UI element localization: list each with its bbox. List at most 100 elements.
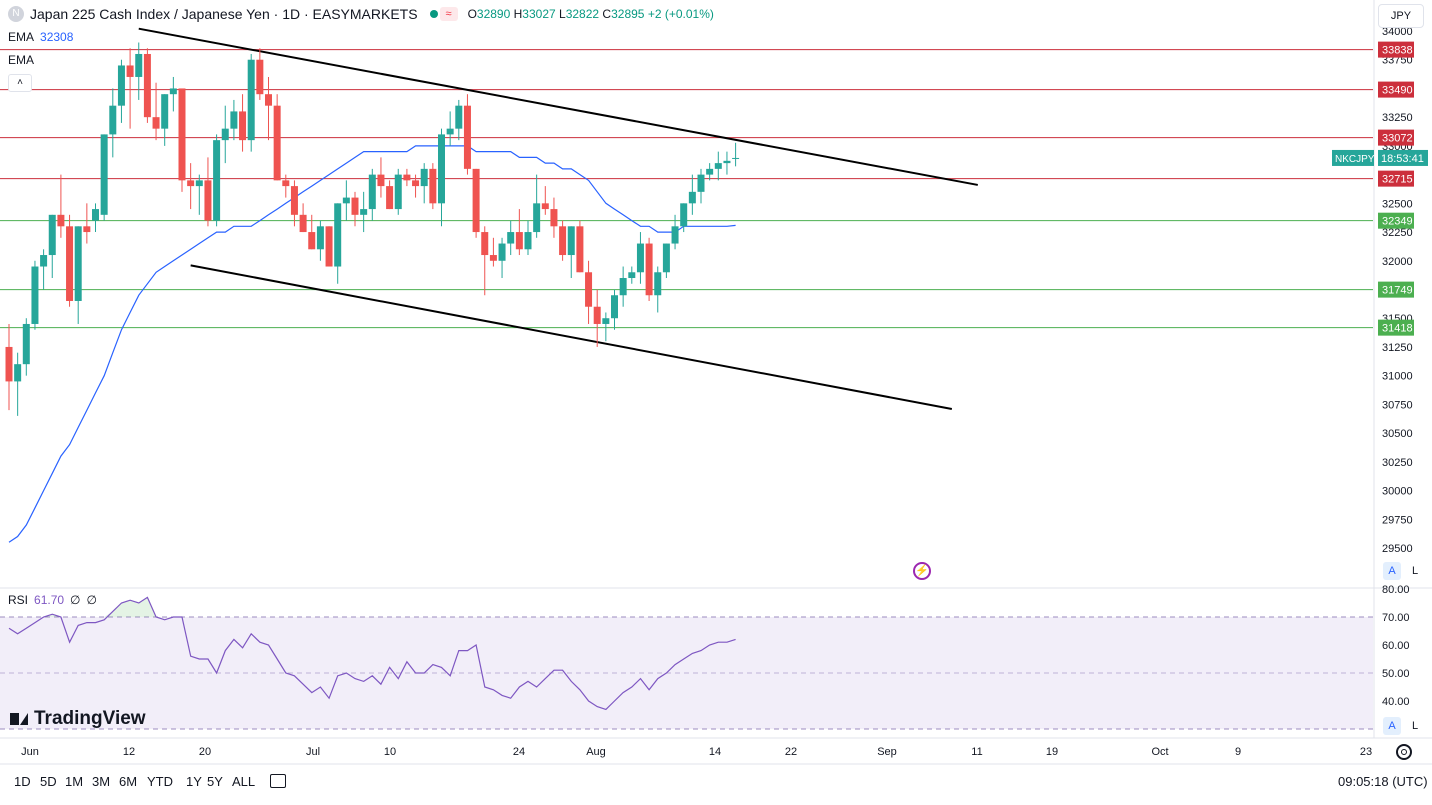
- candle-body: [688, 191, 696, 204]
- level-tag-bg: [1378, 41, 1414, 58]
- range-button-5d[interactable]: 5D: [40, 774, 57, 789]
- candle-body: [386, 186, 394, 210]
- high-label: H: [513, 7, 523, 21]
- tradingview-logo[interactable]: TradingView: [10, 708, 146, 730]
- ema-legend[interactable]: EMA 32308: [8, 30, 73, 44]
- collapse-legend-button[interactable]: ˄: [8, 74, 32, 92]
- candle-body: [420, 168, 428, 187]
- candle: [412, 174, 420, 198]
- rsi-extra-1: ∅: [70, 593, 81, 607]
- candle: [368, 168, 376, 221]
- countdown-bg: [1378, 149, 1428, 166]
- range-button-3m[interactable]: 3M: [92, 774, 111, 789]
- price-tick: 32000: [1382, 256, 1413, 268]
- candle: [706, 163, 714, 181]
- candle-body: [732, 157, 740, 159]
- low-value: 32822: [565, 7, 600, 21]
- candle-body: [213, 140, 221, 221]
- candle-body: [117, 65, 125, 106]
- rsi-extra-2: ∅: [86, 593, 97, 607]
- candle-body: [438, 134, 445, 204]
- candle: [593, 289, 601, 347]
- candle: [135, 42, 143, 100]
- range-button-5y[interactable]: 5Y: [207, 774, 223, 789]
- candle-body: [290, 186, 298, 215]
- open-label: O: [467, 7, 477, 21]
- tradingview-mark-icon: [10, 713, 28, 725]
- market-open-dot-icon: [429, 10, 438, 18]
- candle-body: [126, 65, 134, 77]
- rsi-legend[interactable]: RSI 61.70 ∅ ∅: [8, 593, 97, 607]
- symbol-tag: NKCJPY: [1335, 154, 1375, 165]
- time-label: 9: [1235, 746, 1241, 758]
- candle-body: [316, 226, 324, 250]
- rsi-label: RSI: [8, 593, 29, 607]
- range-button-all[interactable]: ALL: [232, 774, 256, 789]
- market-status-icon[interactable]: ≈: [429, 7, 458, 21]
- open-value: 32890: [476, 7, 511, 21]
- log-scale-button[interactable]: L: [1411, 565, 1419, 577]
- candle: [5, 323, 13, 411]
- candle: [455, 99, 463, 141]
- candle: [100, 134, 108, 221]
- candle: [386, 180, 394, 210]
- utc-clock[interactable]: 09:05:18 (UTC): [1338, 774, 1428, 789]
- candle: [394, 168, 402, 215]
- candle: [161, 94, 169, 146]
- candle-body: [671, 226, 679, 244]
- price-tick: 30000: [1382, 486, 1413, 498]
- rsi-tick: 50.00: [1382, 668, 1410, 680]
- candle-body: [611, 295, 618, 319]
- candle-body: [714, 163, 722, 169]
- ema2-label: EMA: [8, 53, 35, 67]
- chart-settings-icon[interactable]: [1396, 744, 1412, 760]
- candle-body: [377, 174, 385, 187]
- price-tick: 31000: [1382, 371, 1413, 383]
- candle: [541, 186, 549, 215]
- candle-body: [550, 209, 558, 227]
- time-label: 23: [1360, 746, 1372, 758]
- candle: [265, 76, 272, 141]
- candle: [654, 266, 662, 313]
- time-label: 12: [123, 746, 135, 758]
- candle-body: [394, 174, 402, 210]
- candle-body: [628, 272, 636, 279]
- candle-body: [152, 117, 160, 129]
- rsi-auto-scale-button[interactable]: A: [1383, 717, 1401, 735]
- range-button-1d[interactable]: 1D: [14, 774, 31, 789]
- level-tag-bg: [1378, 281, 1414, 298]
- candle-body: [533, 203, 541, 233]
- candle: [152, 82, 160, 141]
- candle-body: [446, 128, 454, 135]
- date-range-calendar-icon[interactable]: [270, 774, 286, 788]
- rsi-log-scale-button[interactable]: L: [1411, 720, 1419, 732]
- range-button-ytd[interactable]: YTD: [147, 774, 173, 789]
- lightning-icon[interactable]: ⚡: [913, 562, 931, 580]
- candle-body: [239, 111, 247, 141]
- candle-body: [585, 272, 593, 307]
- candle-body: [14, 364, 22, 382]
- candle: [117, 59, 125, 123]
- candle: [351, 191, 359, 227]
- candle-body: [256, 59, 264, 95]
- auto-scale-button[interactable]: A: [1383, 562, 1401, 580]
- range-button-1m[interactable]: 1M: [65, 774, 84, 789]
- time-label: Jul: [306, 746, 320, 758]
- candle-body: [22, 323, 30, 365]
- candle-body: [429, 168, 437, 204]
- symbol-title[interactable]: Japan 225 Cash Index / Japanese Yen · 1D…: [30, 6, 418, 22]
- candle-body: [195, 180, 203, 187]
- currency-selector[interactable]: JPY: [1378, 4, 1424, 28]
- candle-body: [342, 197, 350, 204]
- candle: [472, 168, 480, 238]
- candle: [732, 142, 740, 167]
- candle-body: [351, 197, 359, 215]
- candle: [178, 88, 186, 192]
- range-button-6m[interactable]: 6M: [119, 774, 138, 789]
- trendline-2: [190, 264, 953, 410]
- candle: [308, 214, 316, 250]
- ema2-legend[interactable]: EMA: [8, 53, 34, 67]
- range-button-1y[interactable]: 1Y: [186, 774, 202, 789]
- price-tick: 33750: [1382, 55, 1413, 67]
